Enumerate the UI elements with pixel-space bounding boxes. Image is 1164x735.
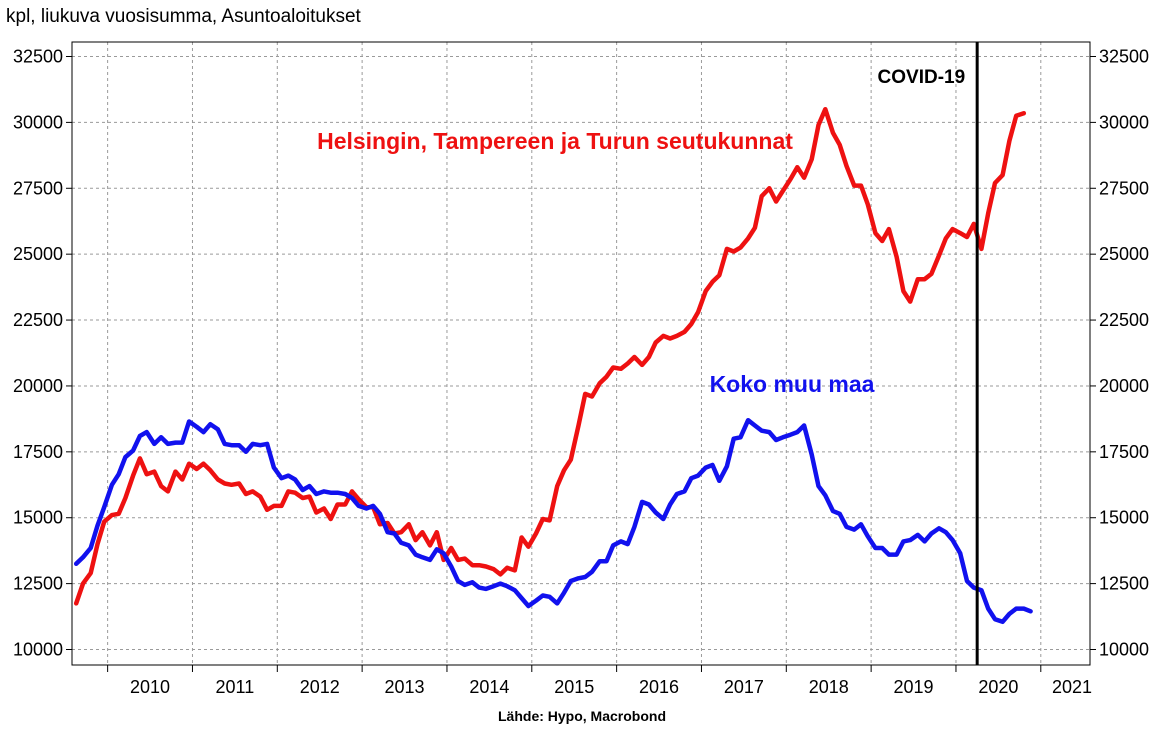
source-note: Lähde: Hypo, Macrobond — [498, 708, 666, 724]
y-tick-label-left: 27500 — [13, 178, 63, 198]
series-label-koko-muu-maa: Koko muu maa — [710, 371, 875, 397]
x-tick-label: 2017 — [724, 677, 764, 697]
y-axis-right: 32500 30000 27500 25000 22500 20000 17500 15000… — [1090, 47, 1149, 660]
y-tick-label-right: 27500 — [1099, 178, 1149, 198]
x-axis: 2010 2011 2012 2013 2014 2015 2016 2017 2018 2019… — [107, 665, 1092, 697]
plot-frame — [71, 41, 1091, 666]
y-tick-label-right: 20000 — [1099, 376, 1149, 396]
series-label-helsinki-tampere-turku: Helsingin, Tampereen ja Turun seutukunna… — [317, 128, 793, 154]
series-line-helsinki-tampere-turku — [73, 106, 1027, 606]
x-tick-label: 2020 — [978, 677, 1018, 697]
y-tick-label-right: 15000 — [1099, 508, 1149, 528]
y-axis-left: 32500 30000 27500 25000 22500 20000 17500 15000… — [13, 47, 72, 660]
y-tick-label-right: 10000 — [1099, 640, 1149, 660]
y-tick-label-right: 22500 — [1099, 310, 1149, 330]
series-lines — [73, 106, 1033, 625]
x-tick-label: 2012 — [300, 677, 340, 697]
y-tick-label-left: 30000 — [13, 112, 63, 132]
grid-lines — [72, 42, 1090, 665]
y-tick-label-right: 12500 — [1099, 574, 1149, 594]
y-tick-label-left: 22500 — [13, 310, 63, 330]
covid-label: COVID-19 — [878, 67, 966, 88]
x-tick-label: 2018 — [809, 677, 849, 697]
x-tick-label: 2014 — [469, 677, 509, 697]
y-tick-label-left: 12500 — [13, 574, 63, 594]
x-tick-label: 2016 — [639, 677, 679, 697]
y-tick-label-left: 32500 — [13, 47, 63, 67]
y-tick-label-right: 30000 — [1099, 112, 1149, 132]
series-line-koko-muu-maa — [73, 417, 1033, 625]
x-tick-label: 2015 — [554, 677, 594, 697]
y-tick-label-left: 17500 — [13, 442, 63, 462]
y-tick-label-left: 10000 — [13, 640, 63, 660]
y-tick-label-left: 20000 — [13, 376, 63, 396]
x-tick-label: 2013 — [385, 677, 425, 697]
x-tick-label: 2011 — [216, 677, 255, 697]
y-tick-label-right: 25000 — [1099, 244, 1149, 264]
x-tick-label: 2010 — [130, 677, 170, 697]
chart-title: kpl, liukuva vuosisumma, Asuntoaloitukse… — [6, 6, 361, 27]
y-tick-label-right: 17500 — [1099, 442, 1149, 462]
annotations: COVID-19 Helsingin, Tampereen ja Turun se… — [317, 42, 979, 665]
y-tick-label-left: 25000 — [13, 244, 63, 264]
x-tick-label: 2021 — [1052, 677, 1092, 697]
y-tick-label-right: 32500 — [1099, 47, 1149, 67]
y-tick-label-left: 15000 — [13, 508, 63, 528]
x-tick-label: 2019 — [894, 677, 934, 697]
